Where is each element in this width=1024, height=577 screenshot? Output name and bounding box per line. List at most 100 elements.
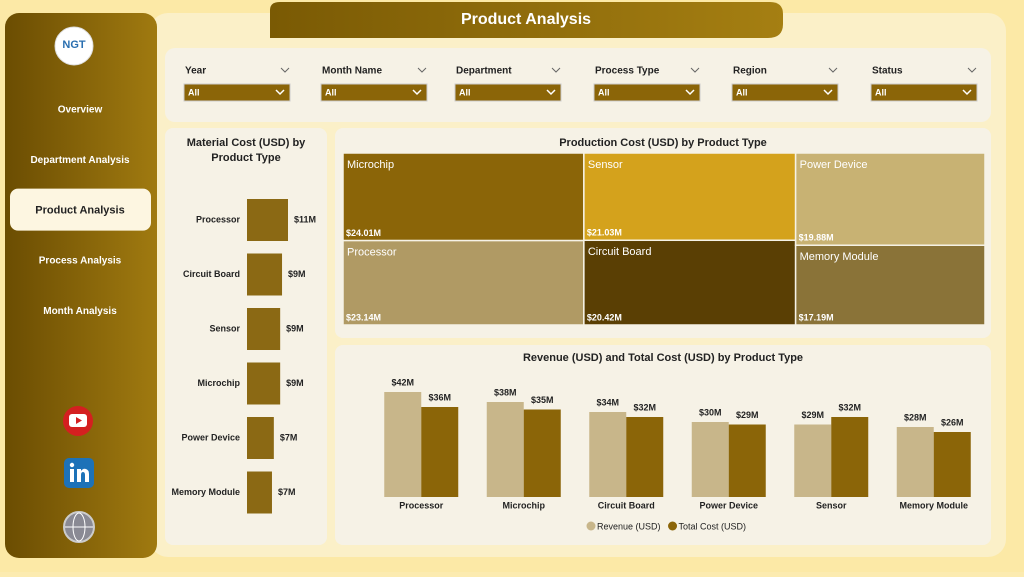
tile-value: $19.88M (799, 233, 834, 243)
nav-item[interactable]: Month Analysis (43, 306, 117, 317)
sidebar (5, 13, 157, 558)
filter-panel (165, 48, 991, 122)
tile-value: $20.42M (587, 312, 622, 322)
bar (247, 308, 281, 350)
filter-dropdown[interactable] (183, 83, 291, 102)
bar (589, 412, 627, 497)
filter-chevron (967, 67, 977, 73)
filter-value: All (875, 87, 887, 97)
bar (523, 409, 561, 497)
filter-dropdown[interactable] (454, 83, 562, 102)
bar (247, 417, 274, 459)
tile-value: $23.14M (346, 312, 381, 322)
legend-label: Total Cost (USD) (679, 521, 747, 531)
page-title: Product Analysis (461, 11, 591, 28)
filter-dropdown[interactable] (870, 83, 978, 102)
tile-value: $24.01M (346, 228, 381, 238)
filter-value: All (736, 87, 748, 97)
dropdown-chevron (412, 89, 422, 96)
filter-dropdown[interactable] (731, 83, 839, 102)
filter-chevron (690, 67, 700, 73)
x-tick-label: Circuit Board (598, 500, 655, 510)
bar (247, 199, 288, 241)
linkedin-icon-bar (70, 469, 74, 482)
nav-item[interactable]: Department Analysis (30, 155, 130, 166)
tile-label: Memory Module (800, 251, 879, 263)
bar (247, 362, 281, 405)
logo (54, 26, 94, 66)
tile-label: Processor (347, 246, 397, 258)
nav-item[interactable]: Overview (58, 105, 103, 116)
value-label: $11M (294, 214, 316, 224)
nav-active (10, 188, 151, 231)
value-label: $32M (838, 402, 861, 412)
value-label: $42M (391, 377, 414, 387)
bar (421, 407, 459, 497)
material-panel (165, 128, 327, 545)
x-tick-label: Memory Module (899, 500, 968, 510)
dropdown-chevron (685, 89, 695, 96)
linkedin-icon-n (77, 468, 89, 482)
filter-value: All (325, 87, 337, 97)
x-tick-label: Sensor (816, 500, 847, 510)
filter-label: Region (733, 66, 767, 77)
linkedin-icon-dot (69, 462, 75, 468)
tile-label: Circuit Board (588, 246, 652, 258)
category-label: Sensor (209, 323, 240, 333)
filter-value: All (188, 87, 200, 97)
filter-chevron (551, 67, 561, 73)
value-label: $9M (286, 378, 304, 388)
nav-item[interactable]: Process Analysis (39, 256, 122, 267)
bar (247, 253, 283, 296)
tile-value: $17.19M (799, 312, 834, 322)
bar (831, 417, 869, 497)
youtube-icon-arrow (76, 417, 82, 424)
filter-label: Status (872, 66, 903, 77)
category-label: Memory Module (171, 487, 240, 497)
material-title-box: Material Cost (USD) by Product Type (187, 137, 306, 164)
treemap-tile (794, 244, 986, 326)
dropdown-chevron (823, 89, 833, 96)
value-label: $26M (941, 417, 964, 427)
filter-chevron (417, 67, 427, 73)
filter-label: Department (456, 66, 512, 77)
filter-chevron (828, 67, 838, 73)
value-label: $7M (280, 432, 298, 442)
bar (247, 471, 272, 514)
dropdown-chevron (962, 89, 972, 96)
filter-value: All (598, 87, 610, 97)
legend-swatch (668, 521, 678, 531)
category-label: Circuit Board (183, 269, 240, 279)
legend-label: Revenue (USD) (597, 521, 661, 531)
category-label: Processor (196, 214, 241, 224)
bar (486, 402, 524, 497)
value-label: $35M (531, 395, 554, 405)
treemap-tile (342, 239, 585, 326)
filter-dropdown[interactable] (593, 83, 701, 102)
logo-text: NGT (62, 39, 86, 51)
bar (794, 424, 832, 497)
dropdown-chevron (275, 89, 285, 96)
value-label: $7M (278, 487, 296, 497)
bar (933, 432, 971, 497)
bar (384, 392, 422, 497)
tile-label: Sensor (588, 159, 623, 171)
treemap-tile (794, 152, 986, 246)
bar (728, 424, 766, 497)
bar (896, 427, 934, 497)
bar (626, 417, 664, 497)
tile-label: Microchip (347, 159, 394, 171)
header-tab (270, 2, 783, 38)
value-label: $32M (633, 402, 656, 412)
x-tick-label: Microchip (502, 500, 545, 510)
legend-swatch (586, 521, 596, 531)
nav-item[interactable]: Product Analysis (35, 205, 124, 217)
filter-label: Month Name (322, 66, 382, 77)
dropdown-chevron (546, 89, 556, 96)
x-tick-label: Power Device (699, 500, 758, 510)
filter-value: All (459, 87, 471, 97)
category-label: Microchip (197, 378, 240, 388)
treemap-tile (583, 152, 797, 242)
filter-dropdown[interactable] (320, 83, 428, 102)
